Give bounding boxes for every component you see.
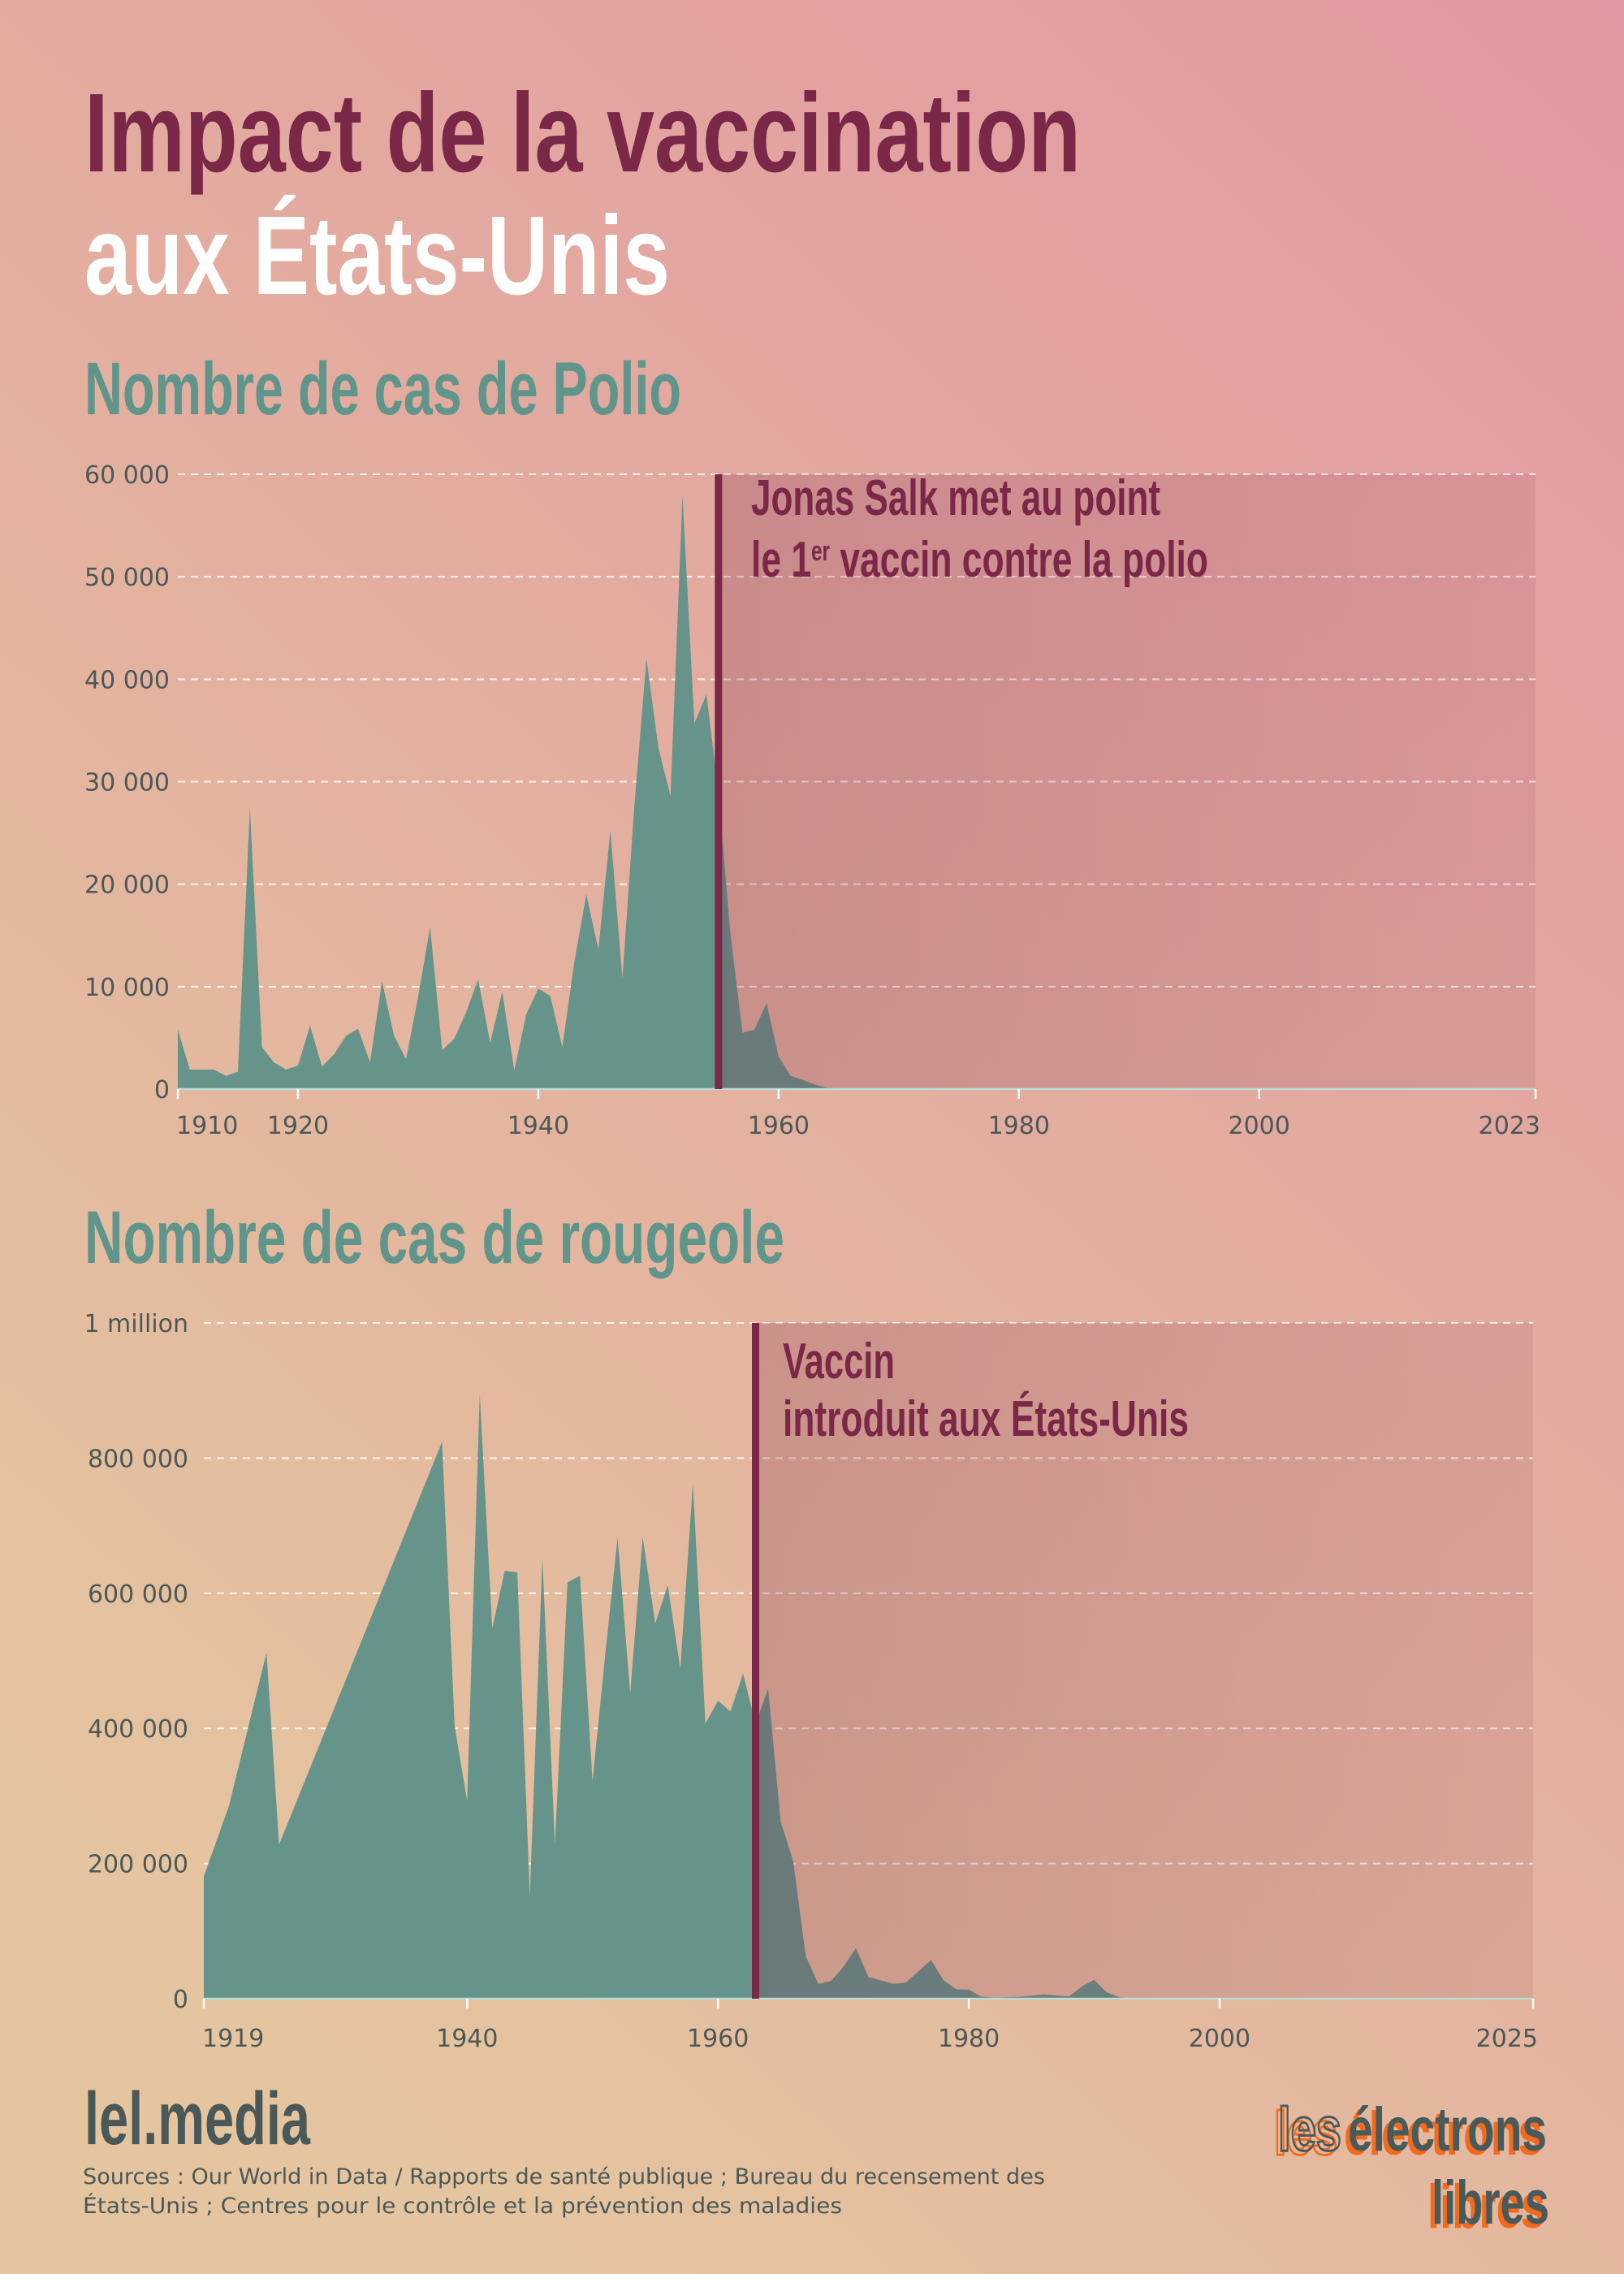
polio-x-tick-label: 1910	[176, 1112, 238, 1140]
measles-annotation-line-1: Vaccin	[783, 1334, 895, 1390]
measles-post-vaccine-region	[755, 1323, 1533, 1999]
title-line-2: aux États-Unis	[84, 193, 670, 318]
measles-chart-title: Nombre de cas de rougeole	[84, 1196, 784, 1279]
brand-name[interactable]: lel.media	[84, 2077, 311, 2160]
measles-chart: 0 200 000 400 000 600 000 800 000 1 million 19…	[84, 1310, 1538, 2053]
annotation-text: le 1	[751, 532, 811, 588]
polio-y-tick-label: 20 000	[84, 871, 170, 900]
annotation-text: vaccin contre la polio	[830, 532, 1208, 588]
polio-x-tick-label: 2000	[1229, 1112, 1290, 1140]
polio-y-tick-label: 50 000	[84, 564, 170, 592]
annotation-superscript: er	[811, 536, 830, 567]
measles-cases-area	[204, 1394, 1533, 1999]
polio-y-tick-label: 0	[154, 1076, 170, 1105]
measles-y-tick-label: 800 000	[88, 1445, 188, 1473]
sources-line-1: Sources : Our World in Data / Rapports d…	[83, 2164, 1045, 2190]
title-line-1: Impact de la vaccination	[84, 71, 1081, 196]
polio-x-tick-label: 1940	[508, 1112, 569, 1140]
measles-y-tick-label: 1 million	[84, 1310, 188, 1338]
polio-x-tick-label: 1920	[267, 1112, 329, 1140]
measles-x-tick-label: 1919	[202, 2025, 264, 2053]
measles-x-tick-label: 2025	[1476, 2025, 1538, 2053]
polio-post-vaccine-region	[718, 474, 1535, 1089]
polio-y-tick-label: 40 000	[84, 666, 170, 694]
polio-annotation-line-2: le 1er vaccin contre la polio	[751, 532, 1208, 588]
polio-y-tick-label: 30 000	[84, 769, 170, 798]
polio-annotation-line-1: Jonas Salk met au point	[751, 470, 1160, 526]
measles-y-tick-label: 400 000	[88, 1715, 188, 1744]
polio-y-tick-label: 10 000	[84, 974, 170, 1002]
polio-x-tick-label: 2023	[1479, 1112, 1540, 1140]
measles-x-tick-label: 2000	[1189, 2025, 1250, 2053]
logo-word-les: les	[1278, 2095, 1341, 2164]
polio-chart: 0 10 000 20 000 30 000 40 000 50 000 60 000 191…	[84, 461, 1540, 1140]
measles-x-tick-label: 1960	[687, 2025, 749, 2053]
logo-word-electrons: électrons	[1348, 2095, 1547, 2164]
polio-chart-title: Nombre de cas de Polio	[84, 348, 681, 430]
polio-y-tick-label: 60 000	[84, 461, 170, 490]
measles-y-tick-label: 200 000	[88, 1851, 188, 1879]
logo-word-libres: libres	[1432, 2168, 1549, 2237]
polio-x-tick-label: 1980	[988, 1112, 1050, 1140]
measles-annotation-line-2: introduit aux États-Unis	[783, 1391, 1189, 1447]
measles-x-tick-label: 1980	[938, 2025, 1000, 2053]
measles-y-tick-label: 600 000	[88, 1580, 188, 1609]
les-electrons-libres-logo: les électrons libres	[1277, 2095, 1550, 2238]
measles-x-tick-label: 1940	[436, 2025, 498, 2053]
polio-x-tick-label: 1960	[748, 1112, 810, 1140]
sources-line-2: États-Unis ; Centres pour le contrôle et…	[83, 2193, 842, 2219]
measles-y-tick-label: 0	[173, 1986, 188, 2014]
